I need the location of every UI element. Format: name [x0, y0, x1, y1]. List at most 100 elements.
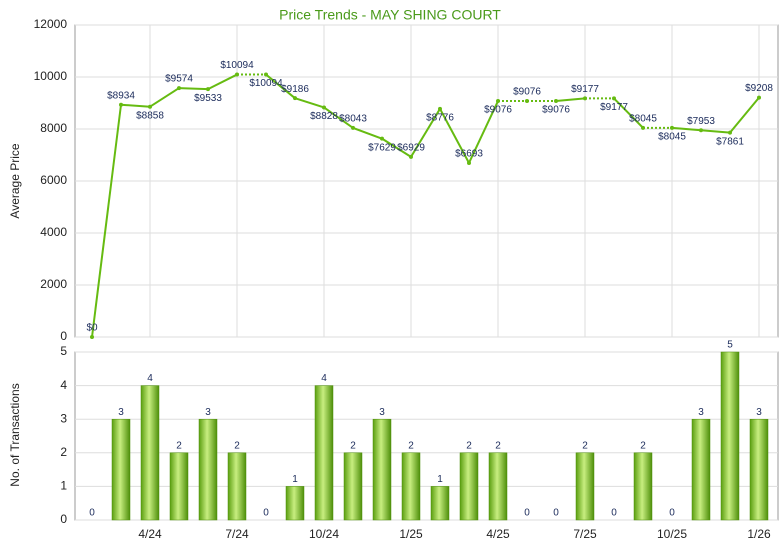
- point: [670, 125, 674, 130]
- data-label: 3: [756, 407, 762, 418]
- chart-title: Price Trends - MAY SHING COURT: [279, 7, 501, 23]
- data-label: $9076: [542, 105, 570, 116]
- y-tick-label: 2: [60, 445, 67, 459]
- point: [612, 96, 616, 101]
- point: [351, 125, 355, 130]
- line-segment: [265, 73, 296, 99]
- data-label: $8043: [339, 114, 367, 125]
- bar: [720, 351, 740, 521]
- data-label: 0: [524, 508, 530, 519]
- data-label: 2: [408, 440, 414, 451]
- data-label: $9177: [571, 84, 599, 95]
- point: [409, 154, 413, 159]
- data-label: 2: [495, 440, 501, 451]
- data-label: 3: [118, 407, 124, 418]
- y-axis-label: Average Price: [8, 143, 22, 218]
- bar: [343, 452, 363, 521]
- bar: [140, 385, 160, 521]
- bar: [459, 452, 479, 521]
- data-label: $10094: [249, 78, 283, 89]
- data-label: $9076: [484, 105, 512, 116]
- data-label: 2: [466, 440, 472, 451]
- data-label: $9533: [194, 93, 222, 104]
- data-label: 0: [553, 508, 559, 519]
- data-label: $8776: [426, 112, 454, 123]
- x-tick-label: 10/24: [309, 527, 339, 541]
- data-label: $8045: [629, 113, 657, 124]
- bar: [169, 452, 189, 521]
- data-label: $7629: [368, 142, 396, 153]
- y-tick-label: 4000: [40, 225, 67, 239]
- line-segment: [439, 108, 470, 164]
- point: [264, 72, 268, 77]
- point: [380, 136, 384, 141]
- line-segment: [381, 137, 412, 158]
- point: [496, 99, 500, 104]
- y-tick-label: 1: [60, 479, 67, 493]
- data-label: 2: [176, 440, 182, 451]
- y-tick-label: 8000: [40, 121, 67, 135]
- data-label: 3: [205, 407, 211, 418]
- data-label: 0: [89, 508, 95, 519]
- data-label: $9186: [281, 84, 309, 95]
- x-tick-label: 7/25: [573, 527, 597, 541]
- bar: [314, 385, 334, 521]
- data-label: $8828: [310, 111, 338, 122]
- bar: [285, 486, 305, 521]
- point: [467, 160, 471, 165]
- data-label: 5: [727, 340, 733, 351]
- bar: [198, 418, 218, 521]
- point: [757, 95, 761, 100]
- data-label: 1: [437, 474, 443, 485]
- data-label: 2: [350, 440, 356, 451]
- data-label: 3: [698, 407, 704, 418]
- line-segment: [323, 106, 354, 129]
- point: [554, 99, 558, 104]
- bar: [488, 452, 508, 521]
- data-label: 1: [292, 474, 298, 485]
- data-label: $8934: [107, 90, 135, 101]
- y-tick-label: 6000: [40, 173, 67, 187]
- data-label: $0: [86, 323, 98, 334]
- line-segment: [468, 100, 499, 164]
- point: [525, 99, 529, 104]
- line-segment: [149, 87, 180, 108]
- line-segment: [410, 108, 441, 158]
- x-tick-label: 7/24: [225, 527, 249, 541]
- point: [699, 128, 703, 133]
- y-tick-label: 3: [60, 411, 67, 425]
- data-label: $8045: [658, 131, 686, 142]
- y-tick-label: 10000: [34, 69, 68, 83]
- line-segment: [671, 126, 702, 132]
- line-segment: [700, 129, 731, 134]
- point: [728, 130, 732, 135]
- bar: [691, 418, 711, 521]
- line-segment: [352, 126, 383, 140]
- data-label: 2: [640, 440, 646, 451]
- data-label: 0: [263, 508, 269, 519]
- bar: [111, 418, 131, 521]
- bar: [430, 486, 450, 521]
- x-tick-label: 10/25: [657, 527, 687, 541]
- point: [438, 106, 442, 111]
- point: [235, 72, 239, 77]
- data-label: $8858: [136, 110, 164, 121]
- data-label: $10094: [220, 60, 254, 71]
- line-segment: [207, 73, 238, 91]
- point: [641, 125, 645, 130]
- y-tick-label: 0: [60, 512, 67, 526]
- bar: [372, 418, 392, 521]
- x-tick-label: 1/26: [747, 527, 771, 541]
- line-segment: [91, 104, 122, 338]
- plot-area: [74, 351, 779, 521]
- point: [90, 335, 94, 339]
- point: [206, 87, 210, 92]
- bar: [575, 452, 595, 521]
- x-tick-label: 4/25: [486, 527, 510, 541]
- point: [293, 96, 297, 101]
- line-segment: [120, 103, 151, 108]
- data-label: 4: [147, 373, 153, 384]
- x-tick-label: 1/25: [399, 527, 423, 541]
- y-tick-label: 5: [60, 344, 67, 358]
